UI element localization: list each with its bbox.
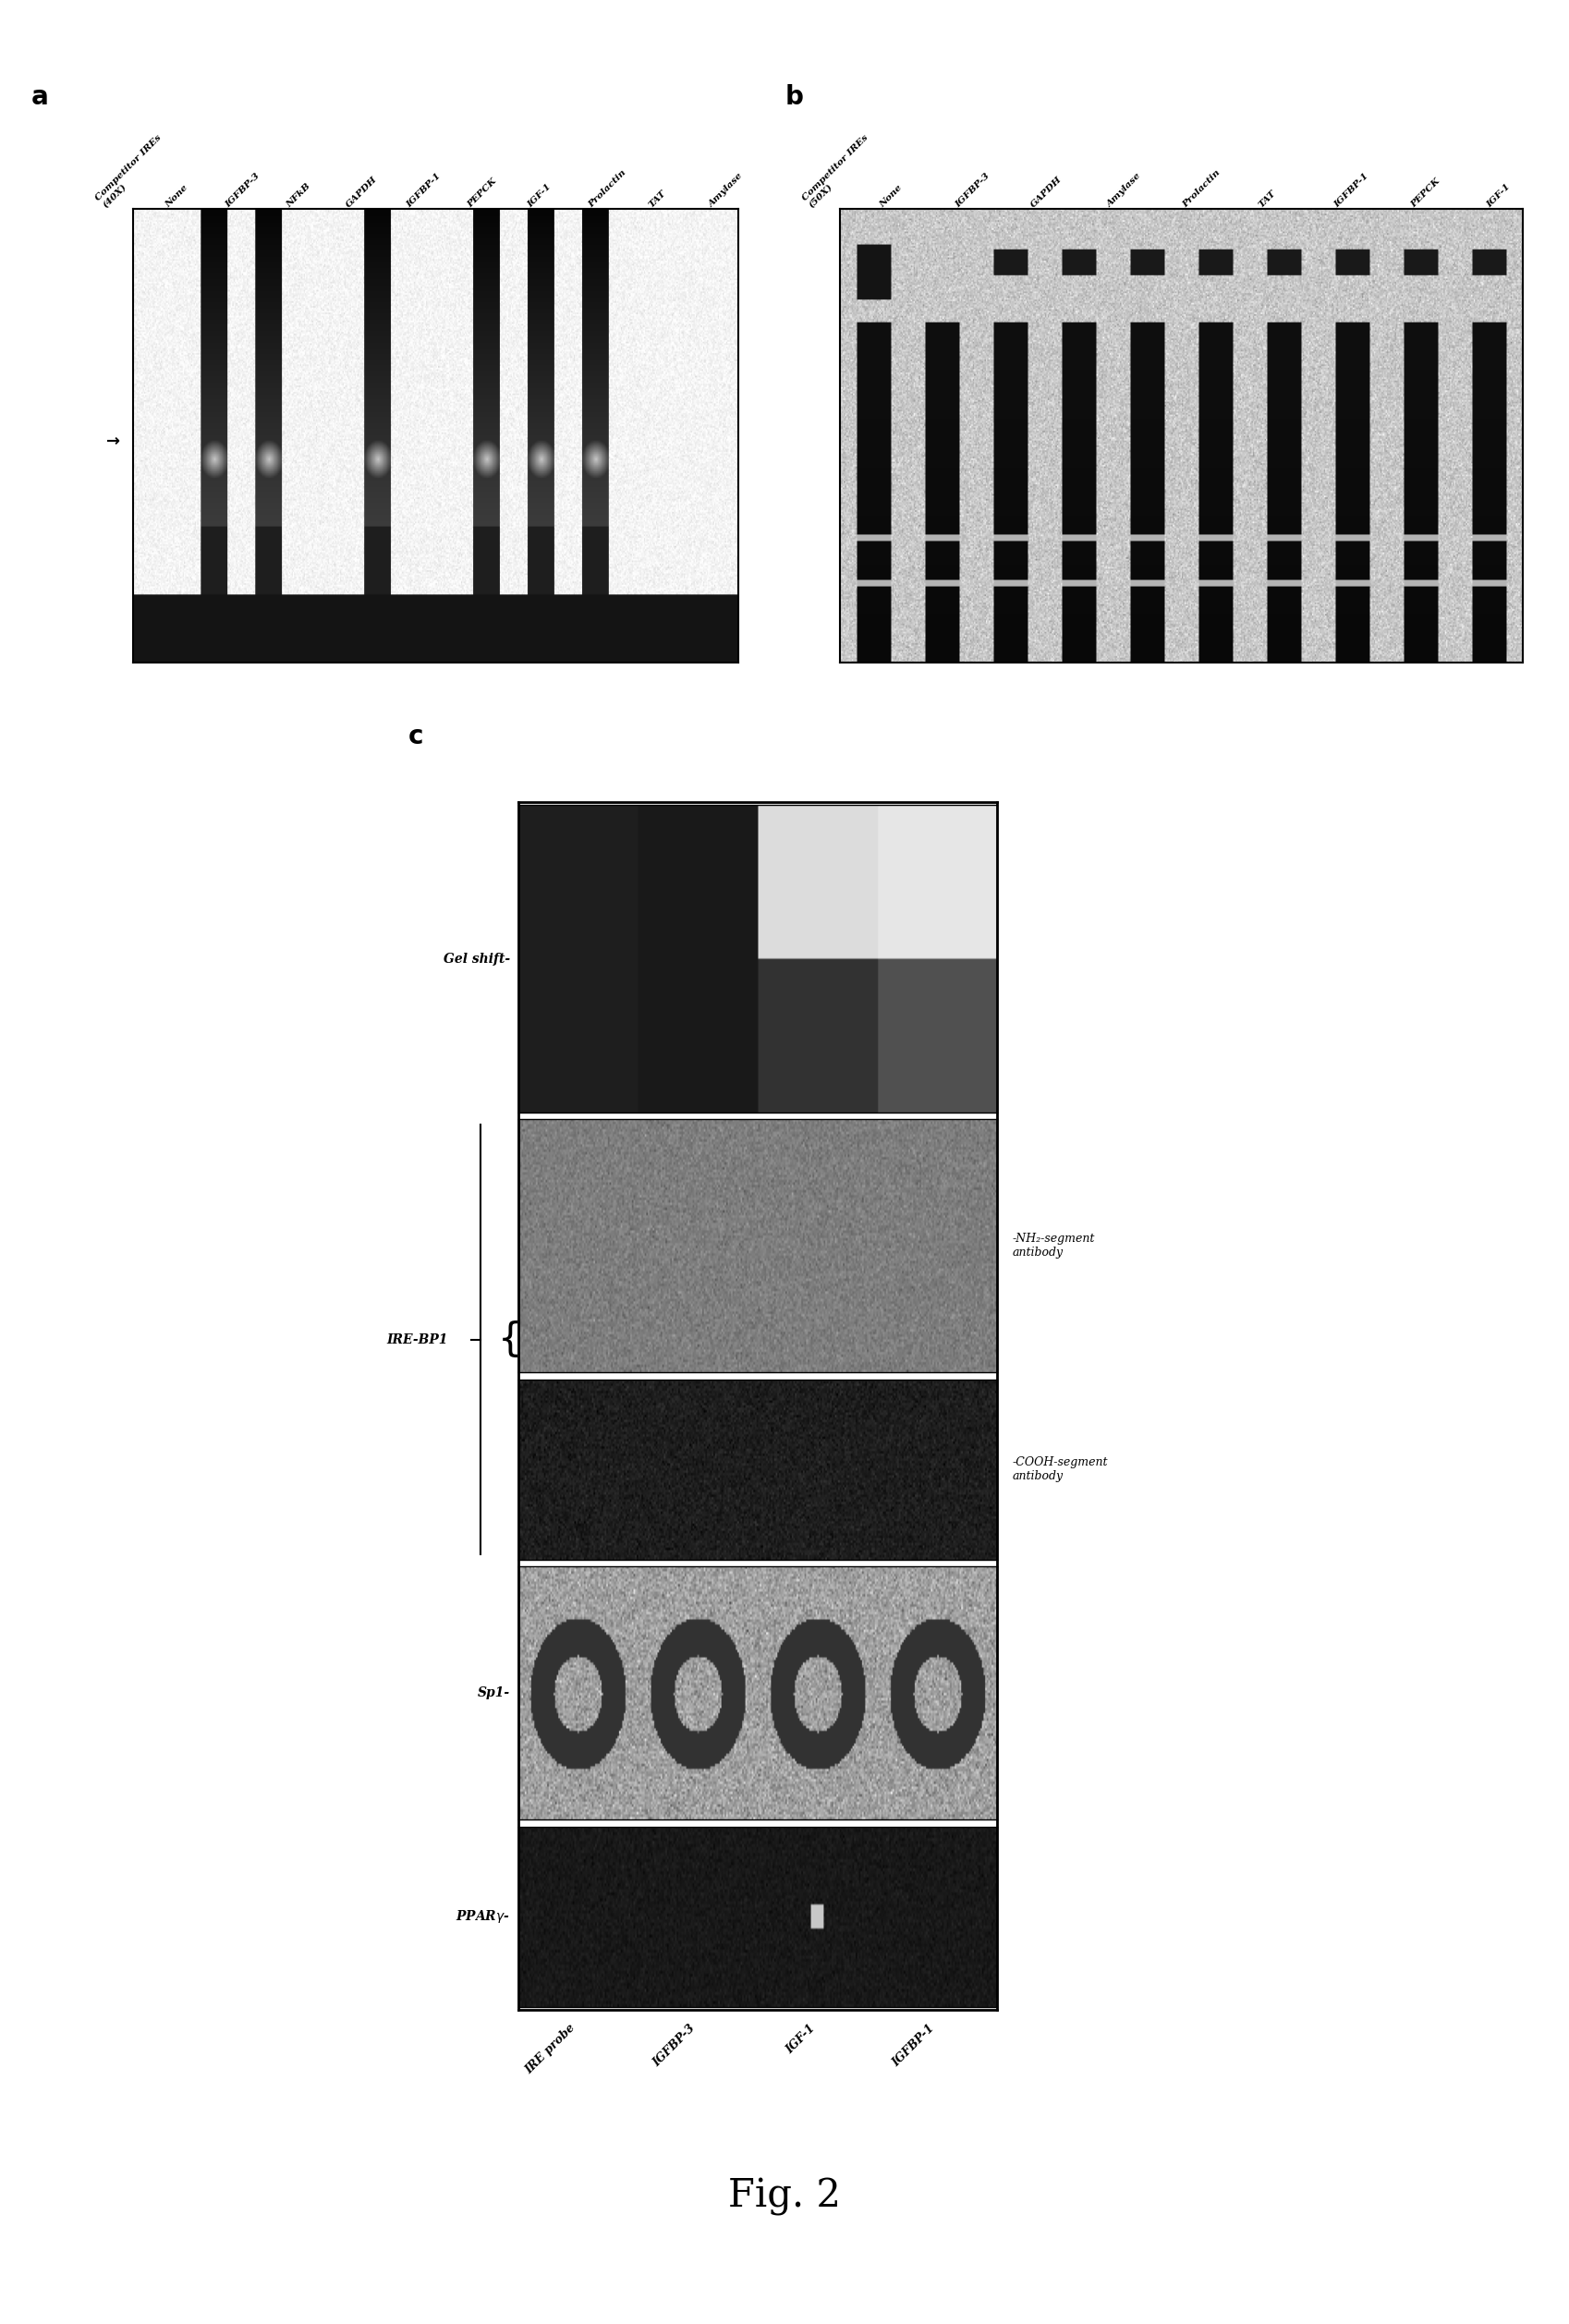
Text: IGFBP-1: IGFBP-1 [1332, 172, 1370, 209]
Text: {: { [497, 1320, 522, 1360]
Text: Competitor IREs
(40X): Competitor IREs (40X) [94, 132, 169, 209]
Text: Competitor IREs
(50X): Competitor IREs (50X) [800, 132, 876, 209]
Text: Amylase: Amylase [708, 172, 745, 209]
Text: IGF-1: IGF-1 [526, 181, 552, 209]
Text: None: None [877, 184, 904, 209]
Text: -NH₂-segment
antibody: -NH₂-segment antibody [1012, 1234, 1095, 1260]
Text: GAPDH: GAPDH [1029, 174, 1064, 209]
Text: NFkB: NFkB [284, 181, 312, 209]
Text: IGFBP-1: IGFBP-1 [890, 2022, 937, 2068]
Text: IGFBP-3: IGFBP-3 [224, 172, 262, 209]
Text: Fig. 2: Fig. 2 [728, 2178, 841, 2215]
Text: IRE probe: IRE probe [522, 2022, 577, 2078]
Text: IGFBP-3: IGFBP-3 [954, 172, 990, 209]
Text: Gel shift-: Gel shift- [444, 953, 510, 964]
Text: TAT: TAT [646, 188, 667, 209]
Text: Prolactin: Prolactin [587, 167, 628, 209]
Text: IGF-1: IGF-1 [1484, 181, 1511, 209]
Text: Amylase: Amylase [1105, 172, 1142, 209]
Text: GAPDH: GAPDH [345, 174, 380, 209]
Text: PPAR$\gamma$-: PPAR$\gamma$- [455, 1908, 510, 1924]
Text: IGFBP-3: IGFBP-3 [651, 2022, 697, 2068]
Text: -COOH-segment
antibody: -COOH-segment antibody [1012, 1457, 1108, 1483]
Text: a: a [31, 84, 49, 109]
Text: c: c [408, 723, 424, 748]
Text: Sp1-: Sp1- [477, 1687, 510, 1699]
Text: IGF-1: IGF-1 [783, 2022, 817, 2057]
Text: IRE-BP1: IRE-BP1 [386, 1334, 447, 1346]
Text: PEPCK: PEPCK [1409, 177, 1440, 209]
Text: IGFBP-1: IGFBP-1 [405, 172, 442, 209]
Text: None: None [163, 184, 190, 209]
Text: b: b [784, 84, 803, 109]
Text: Prolactin: Prolactin [1180, 167, 1222, 209]
Text: PEPCK: PEPCK [466, 177, 497, 209]
Text: TAT: TAT [1257, 188, 1277, 209]
Text: →: → [107, 432, 119, 451]
